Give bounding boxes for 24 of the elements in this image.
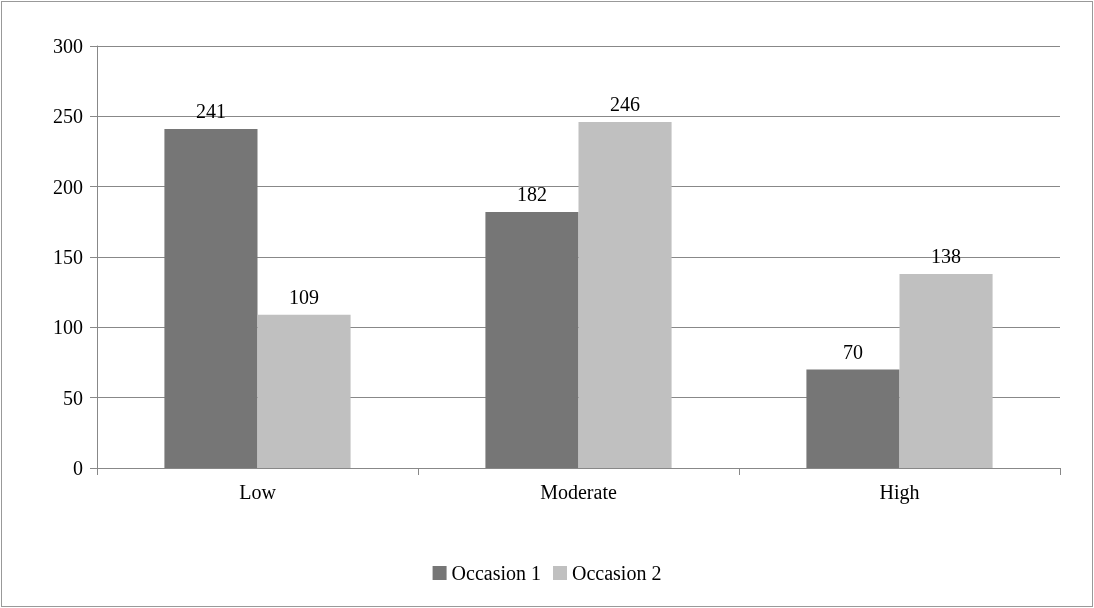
legend-label: Occasion 2 (572, 562, 662, 584)
y-tick-label: 300 (53, 35, 83, 57)
y-tick-label: 200 (53, 175, 83, 198)
data-label: 70 (842, 340, 863, 363)
x-tick-label: Moderate (540, 481, 617, 503)
x-tick-label: High (879, 481, 920, 504)
bar (899, 273, 993, 468)
y-tick-label: 100 (53, 316, 83, 339)
data-label: 109 (289, 285, 320, 308)
data-label: 182 (516, 182, 547, 205)
x-tick-label: Low (239, 481, 277, 503)
bar (257, 314, 351, 468)
bar (485, 211, 579, 468)
data-label: 246 (610, 92, 641, 115)
bar (164, 128, 258, 468)
bar (806, 369, 900, 468)
data-label: 241 (195, 99, 226, 122)
legend-label: Occasion 1 (451, 562, 542, 584)
y-tick-label: 250 (53, 105, 83, 128)
y-tick-label: 150 (53, 246, 83, 268)
bar (578, 121, 672, 468)
y-tick-label: 50 (63, 386, 83, 409)
data-label: 138 (931, 244, 962, 267)
y-tick-label: 0 (73, 457, 83, 479)
